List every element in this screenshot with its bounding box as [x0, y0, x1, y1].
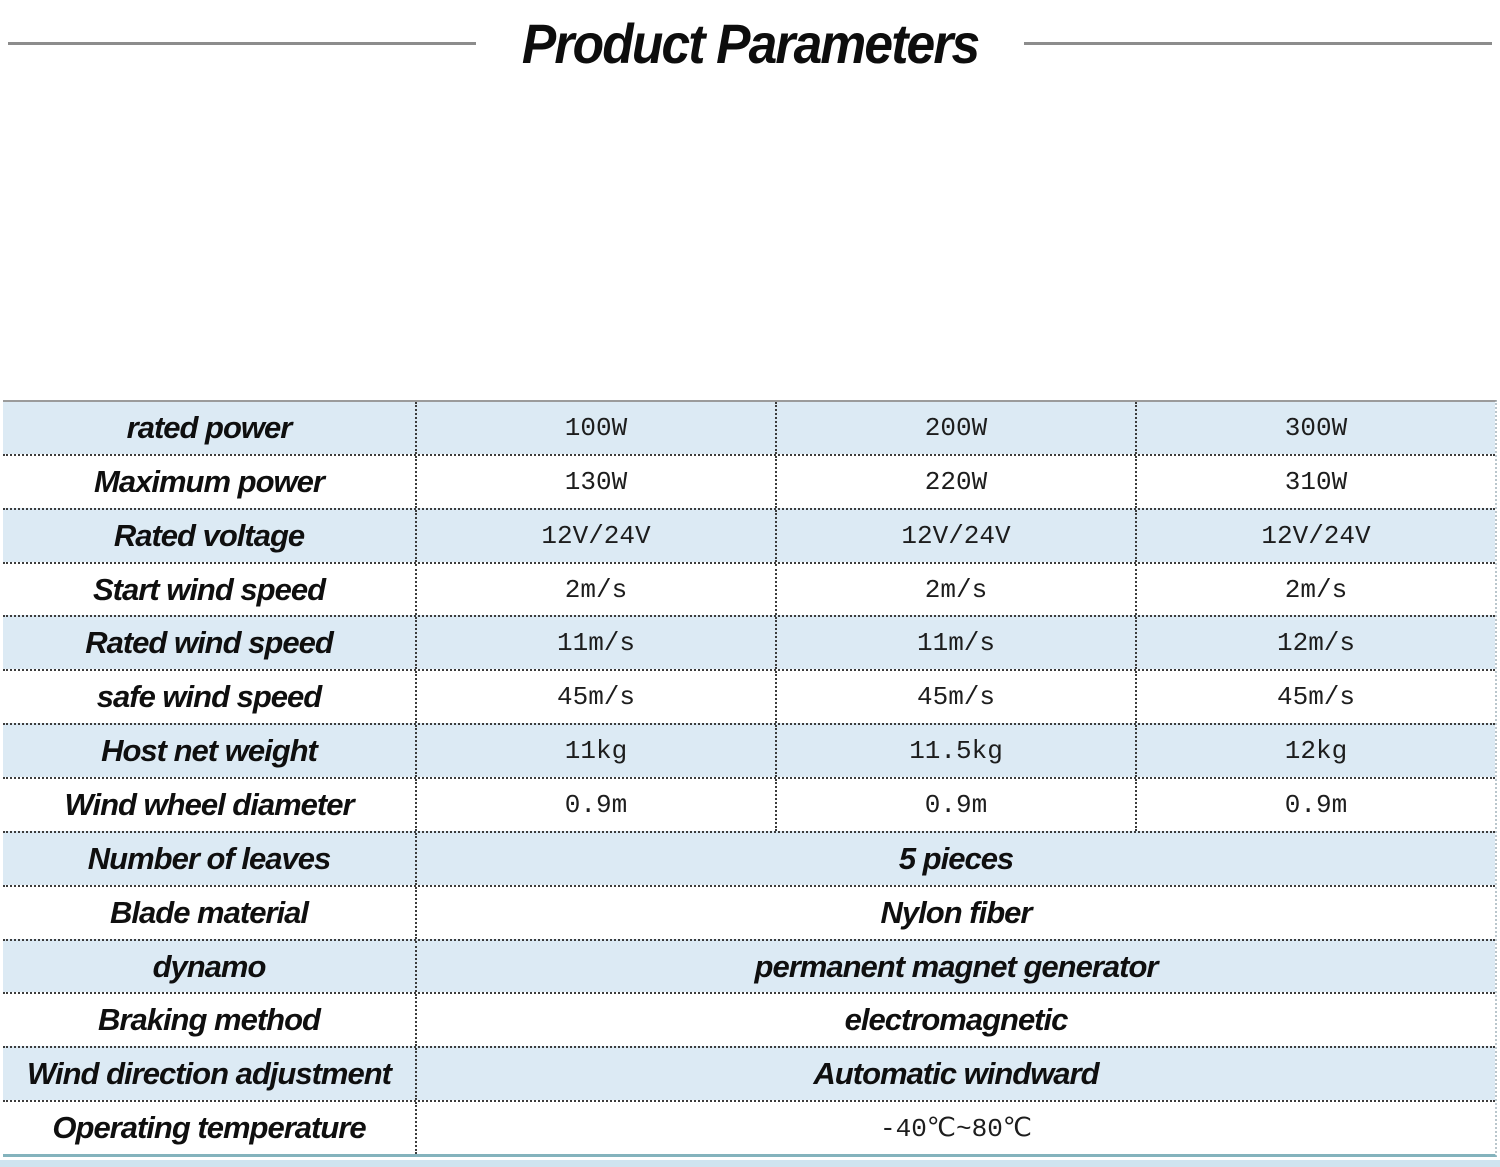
table-row: Number of leaves 5 pieces — [3, 830, 1495, 885]
row-value: 300W — [1135, 402, 1495, 454]
row-value: 12m/s — [1135, 617, 1495, 670]
row-label: dynamo — [3, 940, 417, 993]
row-label: Rated wind speed — [3, 617, 417, 670]
row-label: Operating temperature — [3, 1102, 417, 1155]
row-value: 200W — [775, 402, 1135, 454]
row-span-value: 5 pieces — [898, 840, 1014, 876]
row-span-value: Nylon fiber — [880, 894, 1033, 930]
row-value: 2m/s — [775, 563, 1135, 616]
row-label: rated power — [3, 402, 417, 454]
title-rule-right — [1024, 41, 1492, 45]
row-value: 0.9m — [1135, 779, 1495, 831]
row-value: 11m/s — [775, 617, 1135, 670]
row-label: Wind direction adjustment — [3, 1048, 417, 1101]
table-row: safe wind speed 45m/s 45m/s 45m/s — [3, 669, 1495, 724]
row-value: 220W — [775, 455, 1135, 508]
table-row: Blade material Nylon fiber — [3, 884, 1495, 939]
row-value: 45m/s — [556, 682, 635, 713]
page-title: Product Parameters — [521, 11, 980, 75]
row-label: Wind wheel diameter — [3, 779, 417, 831]
row-value: 310W — [1135, 455, 1495, 508]
row-value: 0.9m — [775, 779, 1135, 831]
row-value: 130W — [564, 466, 628, 497]
row-span-value: permanent magnet generator — [754, 948, 1159, 984]
row-label: Rated voltage — [3, 509, 417, 562]
table-row: Rated voltage 12V/24V 12V/24V 12V/24V — [3, 507, 1495, 562]
row-label: Braking method — [3, 994, 417, 1047]
table-row: Start wind speed 2m/s 2m/s 2m/s — [3, 561, 1495, 616]
row-value: 100W — [564, 412, 628, 443]
row-label: Host net weight — [3, 725, 417, 778]
row-label: Blade material — [3, 886, 417, 939]
table-row: Rated wind speed 11m/s 11m/s 12m/s — [3, 615, 1495, 670]
row-label: safe wind speed — [3, 671, 417, 724]
row-label: Start wind speed — [3, 563, 417, 616]
row-value: 2m/s — [564, 574, 628, 605]
row-value: 2m/s — [1135, 563, 1495, 616]
row-label: Number of leaves — [3, 832, 417, 885]
table-row: Host net weight 11kg 11.5kg 12kg — [3, 723, 1495, 778]
title-bar: Product Parameters — [0, 0, 1500, 86]
row-value: 45m/s — [775, 671, 1135, 724]
row-value: 0.9m — [564, 789, 628, 820]
row-value: 11m/s — [556, 628, 635, 659]
row-value: 45m/s — [1135, 671, 1495, 724]
table-row: Braking method electromagnetic — [3, 992, 1495, 1047]
table-row: Maximum power 130W 220W 310W — [3, 453, 1495, 508]
row-span-value: electromagnetic — [844, 1002, 1069, 1038]
row-value: 11.5kg — [775, 725, 1135, 778]
row-value: 11kg — [564, 736, 628, 767]
row-span-value: -40℃~80℃ — [879, 1113, 1032, 1144]
bottom-strip — [0, 1160, 1500, 1167]
row-value: 12V/24V — [1135, 509, 1495, 562]
row-label: Maximum power — [3, 455, 417, 508]
table-row: Wind direction adjustment Automatic windw… — [3, 1046, 1495, 1101]
row-value: 12V/24V — [541, 520, 651, 551]
table-row: dynamo permanent magnet generator — [3, 938, 1495, 993]
row-value: 12V/24V — [775, 509, 1135, 562]
table-row: Wind wheel diameter 0.9m 0.9m 0.9m — [3, 777, 1495, 831]
table-row: Operating temperature -40℃~80℃ — [3, 1100, 1495, 1155]
title-rule-left — [8, 41, 476, 45]
table-row: rated power 100W 200W 300W — [3, 402, 1495, 454]
parameters-table: rated power 100W 200W 300W Maximum power 130W… — [3, 400, 1497, 1157]
row-value: 12kg — [1135, 725, 1495, 778]
row-span-value: Automatic windward — [813, 1056, 1099, 1092]
